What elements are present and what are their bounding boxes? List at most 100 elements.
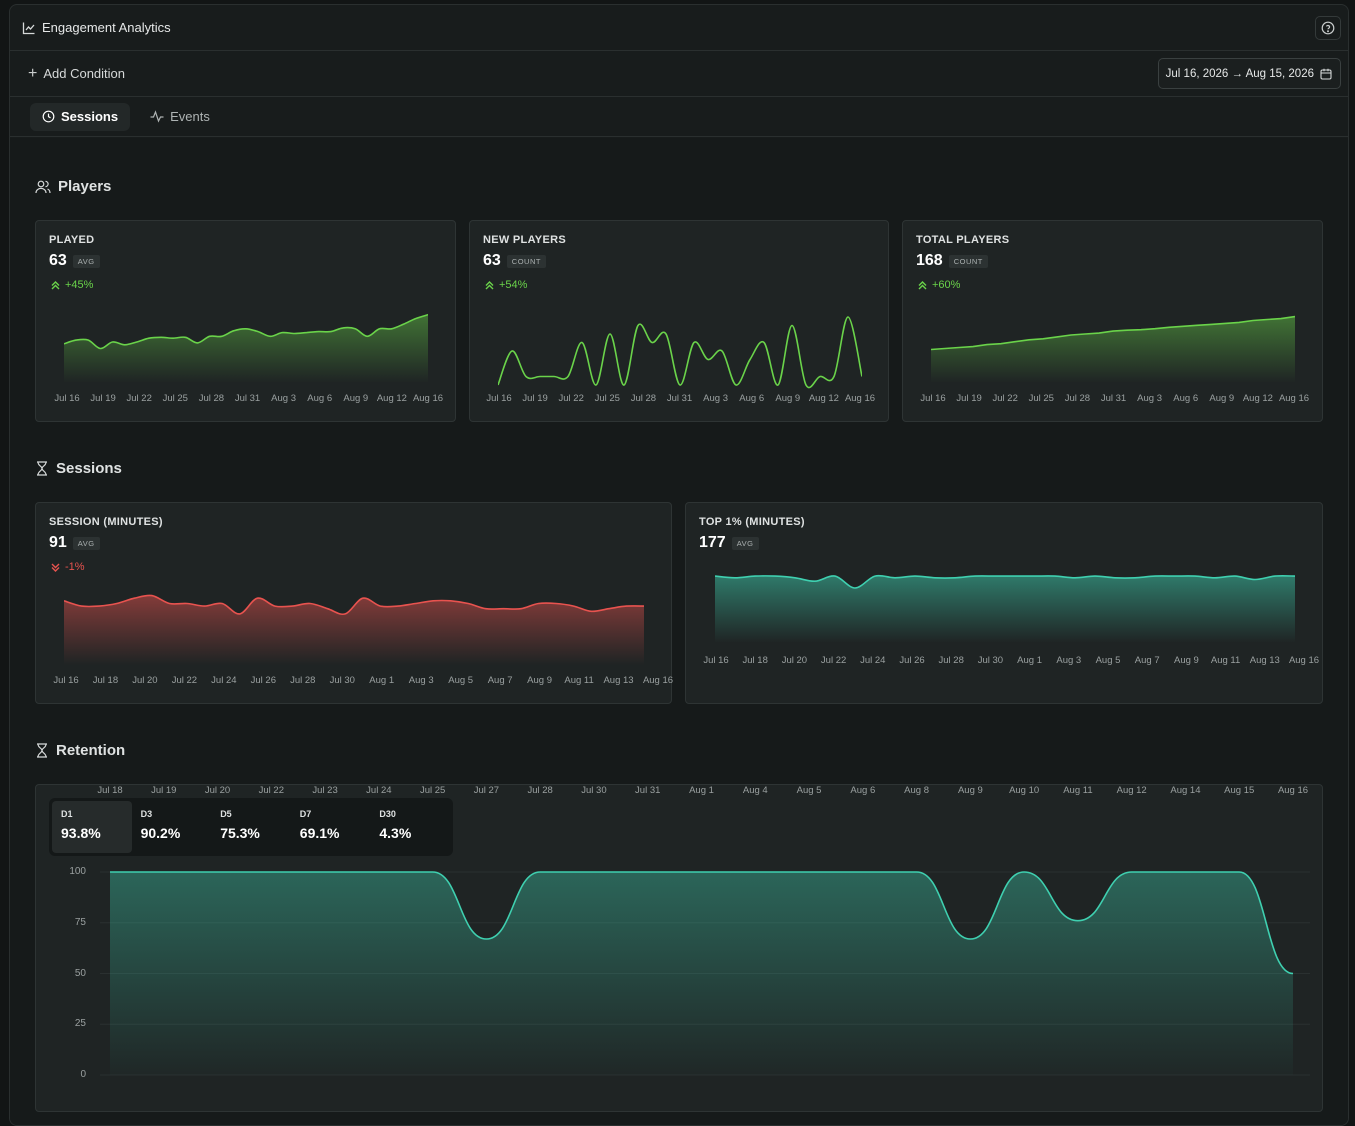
x-tick-label: Jul 19 [151, 785, 177, 796]
hourglass-icon [37, 743, 47, 758]
x-tick-label: Aug 6 [307, 393, 333, 404]
played-chart [64, 313, 428, 383]
x-tick-label: Aug 7 [487, 675, 513, 686]
x-tick-label: Aug 9 [527, 675, 553, 686]
session-minutes-card: SESSION (MINUTES) 91 AVG -1% Jul 16 Jul 1… [35, 502, 673, 704]
x-tick-label: Jul 25 [162, 393, 188, 404]
x-axis-ticks: Jul 16 Jul 19 Jul 22 Jul 25 Jul 28 Jul 31 Aug … [470, 393, 890, 405]
area-fill [110, 872, 1293, 1075]
x-tick-label: Jul 22 [126, 393, 152, 404]
area-fill [931, 316, 1295, 383]
x-tick-label: Jul 24 [860, 655, 886, 666]
card-delta-value: -1% [65, 561, 85, 573]
x-tick-label: Aug 11 [1063, 785, 1093, 796]
x-tick-label: Aug 1 [1017, 655, 1043, 666]
players-section-title: Players [58, 178, 112, 195]
activity-icon [150, 110, 164, 123]
x-tick-label: Jul 16 [920, 393, 946, 404]
y-tick-label: 0 [80, 1069, 86, 1080]
help-button[interactable] [1315, 16, 1341, 40]
x-tick-label: Jul 28 [630, 393, 657, 404]
retention-tab-d30[interactable]: D30 4.3% [370, 801, 450, 853]
players-section-heading: Players [35, 178, 111, 195]
x-tick-label: Jul 16 [486, 393, 512, 404]
plus-icon: + [28, 64, 38, 82]
x-tick-label: Aug 4 [742, 785, 768, 796]
x-tick-label: Jul 30 [977, 655, 1004, 666]
x-tick-label: Jul 22 [992, 393, 1018, 404]
x-tick-label: Jul 25 [594, 393, 620, 404]
card-badge: AVG [72, 536, 100, 550]
x-tick-label: Jul 19 [90, 393, 116, 404]
card-value: 91 [49, 534, 67, 551]
x-tick-label: Aug 3 [703, 393, 729, 404]
card-value-row: 91 AVG [49, 534, 100, 552]
card-delta-value: +60% [932, 279, 961, 291]
card-value: 177 [699, 534, 726, 551]
retention-tab-d5[interactable]: D5 75.3% [211, 801, 291, 853]
x-tick-label: Aug 16 [844, 393, 876, 404]
card-value-row: 63 AVG [49, 252, 100, 270]
series-line [64, 594, 644, 616]
x-tick-label: Aug 6 [850, 785, 876, 796]
card-label: PLAYED [49, 234, 95, 246]
x-tick-label: Aug 9 [1173, 655, 1199, 666]
card-delta: -1% [51, 561, 85, 573]
x-tick-label: Aug 5 [1095, 655, 1121, 666]
retention-tab-d1[interactable]: D1 93.8% [52, 801, 132, 853]
tab-sessions[interactable]: Sessions [30, 102, 131, 131]
series-line [715, 574, 1295, 589]
x-tick-label: Jul 28 [938, 655, 964, 666]
series-line [931, 315, 1295, 351]
double-chevron-up-icon [485, 280, 494, 289]
series-line [64, 313, 428, 350]
app-frame: Engagement Analytics + Add Condition Jul… [9, 4, 1349, 1126]
tab-events[interactable]: Events [138, 103, 222, 131]
x-tick-label: Aug 13 [1249, 655, 1280, 666]
retention-tab-value: 75.3% [220, 825, 260, 841]
area-fill [64, 595, 644, 665]
x-tick-label: Aug 16 [1288, 655, 1320, 666]
x-tick-label: Aug 3 [1137, 393, 1163, 404]
retention-tab-d3[interactable]: D3 90.2% [132, 801, 212, 853]
card-value-row: 168 COUNT [916, 252, 988, 270]
sessions-section-heading: Sessions [35, 460, 122, 477]
x-tick-label: Aug 3 [271, 393, 297, 404]
series-line [110, 871, 1294, 975]
new-players-chart [498, 316, 862, 389]
card-badge: COUNT [506, 254, 546, 268]
card-label: TOTAL PLAYERS [916, 234, 1010, 246]
total-players-card: TOTAL PLAYERS 168 COUNT +60% Jul 16 Jul 1… [902, 220, 1323, 422]
date-range-label: Jul 16, 2026 → Aug 15, 2026 [1165, 67, 1314, 80]
x-tick-label: Jul 16 [703, 655, 729, 666]
x-tick-label: Aug 13 [603, 675, 634, 686]
x-tick-label: Jul 31 [666, 393, 693, 404]
card-value: 168 [916, 252, 943, 269]
x-axis-ticks: Jul 16 Jul 18 Jul 20 Jul 22 Jul 24 Jul 26 Jul … [36, 675, 673, 687]
y-tick-label: 75 [74, 916, 86, 928]
retention-section-title: Retention [56, 742, 126, 759]
x-tick-label: Aug 12 [808, 393, 839, 404]
retention-tab-value: 4.3% [379, 825, 412, 841]
retention-tab-label: D3 [140, 809, 153, 819]
area-fill [715, 575, 1295, 643]
retention-card: D1 93.8% D3 90.2% D5 75.3% D7 69.1% D3 0 [35, 784, 1323, 1112]
date-range-picker[interactable]: Jul 16, 2026 → Aug 15, 2026 [1157, 58, 1341, 89]
x-tick-label: Jul 23 [312, 785, 338, 796]
retention-tab-value: 93.8% [61, 825, 101, 841]
tab-bar: Sessions Events [10, 97, 1348, 137]
x-tick-label: Jul 18 [97, 785, 123, 796]
new-players-card: NEW PLAYERS 63 COUNT +54% Jul 16 Jul 19 Ju… [469, 220, 889, 422]
x-tick-label: Aug 5 [796, 785, 822, 796]
x-tick-label: Jul 31 [234, 393, 261, 404]
add-condition-button[interactable]: + Add Condition [28, 64, 125, 82]
x-tick-label: Aug 11 [1210, 655, 1241, 666]
x-tick-label: Jul 22 [558, 393, 584, 404]
x-axis-ticks: Jul 16 Jul 19 Jul 22 Jul 25 Jul 28 Jul 31 Aug … [903, 393, 1324, 405]
x-tick-label: Jul 19 [522, 393, 548, 404]
x-tick-label: Jul 20 [204, 785, 231, 796]
retention-tab-d7[interactable]: D7 69.1% [291, 801, 371, 853]
page-title: Engagement Analytics [42, 20, 171, 35]
x-tick-label: Jul 22 [820, 655, 847, 666]
retention-section-heading: Retention [35, 742, 125, 759]
